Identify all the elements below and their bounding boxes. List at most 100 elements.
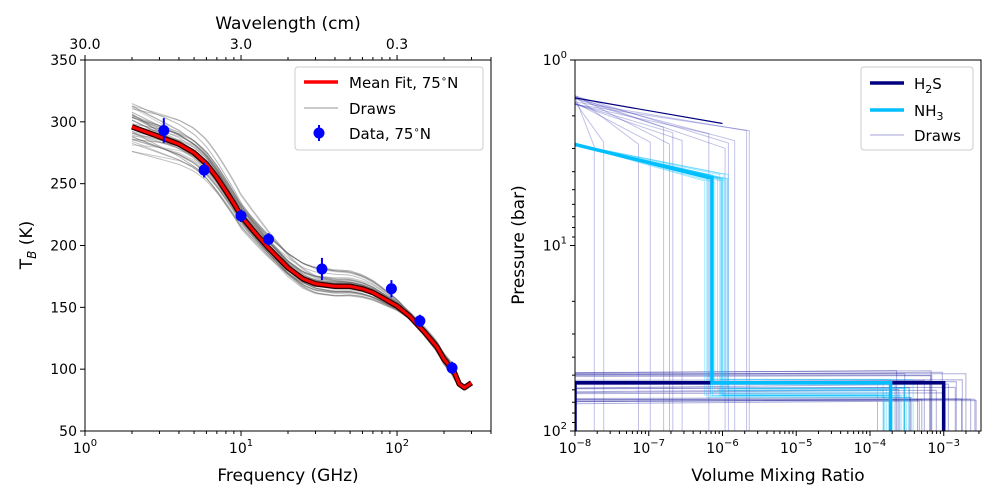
draw-line — [131, 136, 454, 375]
h2s-upper-draw — [575, 101, 748, 431]
series-h2s-upper-draw — [575, 97, 723, 125]
y-tick-label: 300 — [50, 115, 77, 131]
h2s-draw — [575, 389, 937, 431]
nh3-draw — [575, 143, 908, 431]
h2s-upper-draw — [575, 96, 595, 431]
draw-line — [131, 139, 446, 362]
h2s-draw — [575, 398, 962, 431]
h2s-draw — [575, 386, 911, 431]
h2s-draw — [575, 374, 933, 431]
draw-line — [131, 123, 451, 362]
draw-line — [131, 119, 456, 382]
h2s-draw — [575, 398, 976, 431]
data-point — [158, 124, 170, 136]
x-tick-label: 10−3 — [927, 438, 960, 457]
legend-h2s-label: H2S — [914, 75, 942, 96]
h2s-upper-draw — [575, 98, 665, 431]
h2s-draw — [575, 375, 931, 431]
nh3-draw — [575, 143, 906, 431]
h2s-draw — [575, 386, 956, 431]
legend-data-label: Data, 75∘N — [349, 125, 431, 143]
h2s-upper-draw — [575, 95, 670, 431]
x-tick-label: 102 — [385, 438, 409, 457]
legend-draws-label: Draws — [349, 100, 396, 118]
h2s-upper-draw — [575, 97, 736, 431]
series-nh3 — [575, 142, 893, 431]
top-tick-label: 3.0 — [230, 37, 252, 53]
legend-mean-fit-label: Mean Fit, 75∘N — [349, 74, 458, 92]
draw-line — [131, 150, 454, 375]
draw-line — [131, 105, 452, 372]
h2s-upper-draw — [575, 103, 750, 431]
h2s-draw — [575, 373, 967, 431]
left-top-ticks: 30.0 3.0 0.3 — [69, 37, 492, 60]
h2s-draw — [575, 400, 977, 431]
h2s-upper-draw — [575, 103, 710, 431]
draw-line — [131, 128, 452, 366]
h2s-upper-draw — [575, 96, 726, 431]
draw-line — [131, 138, 450, 362]
y-tick-label: 101 — [543, 236, 567, 255]
h2s-draw — [575, 370, 932, 431]
right-x-label: Volume Mixing Ratio — [691, 466, 864, 486]
draw-line — [131, 111, 455, 378]
h2s-upper-draw — [575, 102, 651, 431]
data-point — [385, 283, 397, 295]
draw-line — [131, 132, 456, 374]
draw-line — [131, 144, 445, 356]
y-tick-label: 50 — [59, 424, 77, 440]
top-tick-label: 0.3 — [386, 37, 408, 53]
legend-draws-label-right: Draws — [914, 127, 961, 145]
draw-line — [131, 126, 450, 361]
x-tick-label: 10−6 — [706, 438, 739, 457]
draw-line — [131, 114, 450, 364]
x-tick-label: 100 — [73, 438, 97, 457]
nh3-draw — [575, 143, 878, 431]
draw-line — [131, 131, 449, 365]
left-y-ticks: 50 100 150 200 250 300 350 — [50, 53, 85, 440]
x-tick-label: 10−7 — [632, 438, 665, 457]
x-tick-label: 10−5 — [780, 438, 813, 457]
draw-line — [131, 134, 448, 362]
y-tick-label: 150 — [50, 300, 77, 316]
h2s-upper-draw — [575, 103, 674, 431]
draw-line — [131, 125, 454, 373]
draw-line — [131, 117, 448, 360]
legend-data-marker — [313, 127, 325, 139]
left-y-label: TB (K) — [17, 221, 39, 270]
draw-line — [131, 115, 446, 367]
h2s-draw — [575, 400, 920, 431]
right-x-ticks: 10−8 10−7 10−6 10−5 10−4 10−3 — [559, 431, 980, 457]
draw-line — [131, 125, 456, 379]
x-tick-label: 101 — [229, 438, 253, 457]
draw-line — [131, 138, 449, 367]
left-data-points — [158, 118, 458, 375]
y-tick-label: 200 — [50, 239, 77, 255]
left-mean-fit — [131, 124, 474, 391]
right-series — [575, 97, 946, 431]
h2s-draw — [575, 370, 898, 431]
left-x-label: Frequency (GHz) — [217, 466, 358, 486]
draw-line — [131, 108, 455, 366]
left-x-ticks: 100 101 102 — [73, 431, 492, 457]
data-point — [316, 263, 328, 275]
draw-line — [131, 114, 449, 369]
nh3-draw — [575, 143, 884, 431]
data-point — [414, 315, 426, 327]
h2s-draw — [575, 399, 923, 431]
h2s-upper-draw — [575, 95, 729, 431]
y-tick-label: 100 — [50, 362, 77, 378]
data-point — [198, 164, 210, 176]
y-tick-label: 102 — [543, 421, 567, 440]
data-point — [235, 210, 247, 222]
right-panel: 10−8 10−7 10−6 10−5 10−4 10−3 100 101 102 Volum… — [509, 50, 982, 486]
draw-line — [131, 113, 448, 370]
mean-fit-line — [131, 125, 473, 390]
nh3-draw — [575, 143, 902, 431]
right-legend: H2S NH3 Draws — [860, 66, 974, 151]
h2s-draw — [575, 379, 963, 431]
nh3-draw — [575, 143, 899, 431]
legend-nh3-label: NH3 — [914, 102, 944, 123]
